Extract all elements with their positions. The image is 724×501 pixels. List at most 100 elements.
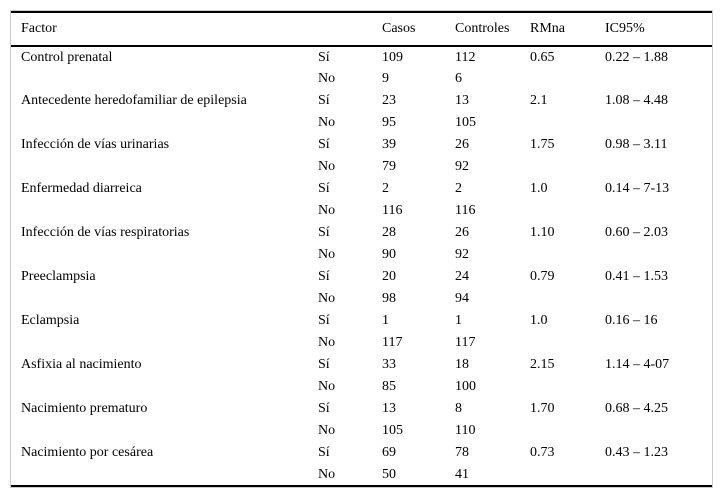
cell-ic95: 0.14 – 7-13 [605,181,670,196]
table-header: Factor Casos Controles RMna IC95% [11,12,712,46]
table-row: Preeclampsia Sí 20 24 0.79 0.41 – 1.53 [11,266,712,288]
cell-casos: 23 [382,93,396,108]
cell-ic95: 0.43 – 1.23 [605,445,668,460]
cell-ic95: 1.14 – 4-07 [605,357,670,372]
cell-response: No [318,335,336,350]
cell-factor [11,156,308,178]
cell-controles: 2 [455,181,462,196]
cell-response: Sí [318,93,330,108]
cell-casos: 95 [382,115,396,130]
cell-controles: 24 [455,269,469,284]
table-row: No 105 110 [11,420,712,442]
cell-response: Sí [318,313,330,328]
cell-response: Sí [318,49,330,65]
cell-rmna [520,376,595,398]
cell-controles: 92 [455,159,469,174]
risk-factors-table-frame: Factor Casos Controles RMna IC95% Contro… [10,10,713,488]
cell-factor [11,332,308,354]
cell-ic95: 0.22 – 1.88 [605,49,668,65]
cell-rmna [520,156,595,178]
cell-controles: 41 [455,466,469,482]
column-header-controles: Controles [455,21,510,36]
column-header-casos: Casos [382,21,416,36]
cell-factor [11,112,308,134]
cell-factor [11,200,308,222]
cell-rmna: 2.1 [530,93,548,108]
cell-factor [11,420,308,442]
cell-casos: 28 [382,225,396,240]
cell-rmna: 1.70 [530,401,555,416]
table-row: Asfixia al nacimiento Sí 33 18 2.15 1.14 – 4-… [11,354,712,376]
cell-controles: 6 [455,71,462,86]
table-row: Control prenatal Sí 109 112 0.65 0.22 – 1.88 [11,46,712,68]
cell-controles: 117 [455,335,476,350]
cell-ic95 [595,68,712,90]
cell-rmna [520,332,595,354]
cell-response: Sí [318,137,330,152]
cell-factor: Preeclampsia [21,269,96,284]
cell-rmna [520,200,595,222]
cell-controles: 92 [455,247,469,262]
cell-ic95 [595,420,712,442]
table-row: Antecedente heredofamiliar de epilepsia S… [11,90,712,112]
cell-ic95 [595,200,712,222]
cell-response: Sí [318,401,330,416]
cell-controles: 26 [455,225,469,240]
cell-casos: 109 [382,49,403,65]
cell-casos: 90 [382,247,396,262]
cell-response: No [318,379,336,394]
cell-factor: Infección de vías urinarias [21,137,170,152]
cell-controles: 78 [455,445,469,460]
cell-controles: 26 [455,137,469,152]
cell-factor: Enfermedad diarreica [21,181,142,196]
cell-response: No [318,115,336,130]
cell-casos: 105 [382,423,403,438]
cell-factor [11,68,308,90]
cell-casos: 39 [382,137,396,152]
cell-casos: 117 [382,335,403,350]
cell-casos: 33 [382,357,396,372]
cell-ic95: 0.41 – 1.53 [605,269,668,284]
cell-rmna: 0.79 [530,269,555,284]
cell-factor: Nacimiento por cesárea [21,445,154,460]
cell-rmna [520,464,595,486]
cell-rmna: 0.73 [530,445,555,460]
table-row: Infección de vías urinarias Sí 39 26 1.75 0.9… [11,134,712,156]
cell-factor: Eclampsia [21,313,80,328]
cell-casos: 9 [382,71,389,86]
cell-controles: 18 [455,357,469,372]
cell-casos: 2 [382,181,389,196]
cell-controles: 8 [455,401,462,416]
cell-controles: 105 [455,115,476,130]
cell-factor [11,464,308,486]
cell-response: Sí [318,225,330,240]
column-header-ic95: IC95% [605,21,645,36]
cell-casos: 1 [382,313,389,328]
cell-ic95 [595,156,712,178]
cell-response: Sí [318,357,330,372]
cell-response: No [318,159,336,174]
cell-ic95 [595,332,712,354]
cell-ic95: 1.08 – 4.48 [605,93,668,108]
table-row: No 9 6 [11,68,712,90]
table-row: No 117 117 [11,332,712,354]
cell-rmna: 1.10 [530,225,555,240]
cell-controles: 116 [455,203,476,218]
cell-ic95 [595,376,712,398]
risk-factors-table: Factor Casos Controles RMna IC95% Contro… [11,11,712,487]
cell-casos: 85 [382,379,396,394]
cell-controles: 13 [455,93,469,108]
table-row: Infección de vías respiratorias Sí 28 26 1.1… [11,222,712,244]
column-header-response [308,12,372,46]
cell-response: Sí [318,181,330,196]
cell-ic95 [595,112,712,134]
cell-factor [11,244,308,266]
cell-ic95: 0.16 – 16 [605,313,658,328]
cell-factor [11,376,308,398]
table-row: No 95 105 [11,112,712,134]
cell-casos: 98 [382,291,396,306]
cell-rmna: 1.0 [530,181,548,196]
table-row: No 85 100 [11,376,712,398]
cell-ic95 [595,464,712,486]
table-body: Control prenatal Sí 109 112 0.65 0.22 – 1.88 N… [11,46,712,486]
